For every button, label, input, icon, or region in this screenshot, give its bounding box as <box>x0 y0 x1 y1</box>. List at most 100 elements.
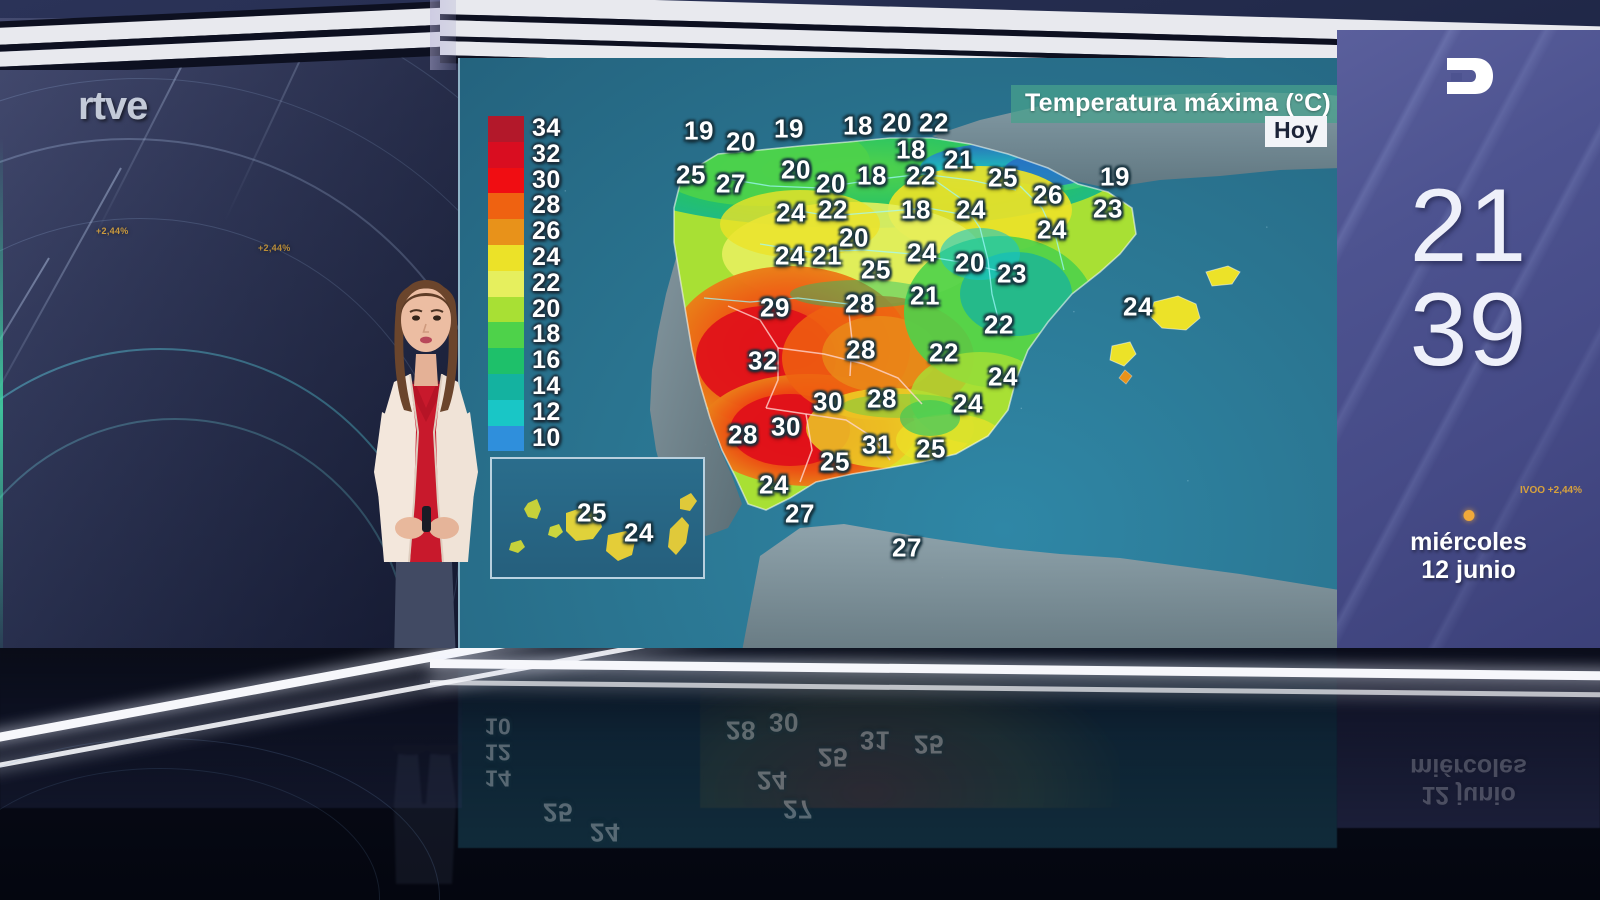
map-temperature-label: 20 <box>816 168 846 199</box>
presenter-eye <box>412 315 420 321</box>
map-balearic-islands <box>1109 265 1241 385</box>
map-temperature-label: 24 <box>759 469 789 500</box>
presenter-microphone <box>422 506 431 532</box>
island-la-palma <box>524 499 541 519</box>
map-temperature-label: 29 <box>760 292 790 323</box>
legend-label: 28 <box>532 191 561 220</box>
island-fuerteventura <box>668 517 689 555</box>
map-temperature-label: 27 <box>892 532 922 563</box>
legend-label: 16 <box>532 346 561 375</box>
island-el-hierro <box>509 540 525 553</box>
inset-temperature-label: 25 <box>577 497 607 528</box>
canary-islands-svg <box>509 493 697 561</box>
clock-info-panel: 21 39 IVOO +2,44% miércoles 12 junio <box>1337 30 1600 660</box>
map-north-africa-area <box>740 524 1337 662</box>
legend-label: 34 <box>532 114 561 142</box>
legend-label: 24 <box>532 242 561 271</box>
map-temperature-label: 25 <box>676 159 706 190</box>
legend-label: 22 <box>532 268 561 297</box>
presenter-eye <box>433 315 441 321</box>
map-temperature-label: 25 <box>820 446 850 477</box>
map-temperature-label: 20 <box>882 107 912 138</box>
legend-swatch <box>488 373 524 400</box>
legend-label: 26 <box>532 217 561 246</box>
map-temperature-label: 18 <box>857 160 887 191</box>
legend-swatch <box>488 399 524 426</box>
map-temperature-label: 19 <box>1100 161 1130 192</box>
wall-light-streak <box>224 57 302 222</box>
legend-swatch <box>488 322 524 349</box>
map-temperature-label: 23 <box>1093 193 1123 224</box>
island-gran-canaria <box>606 531 635 561</box>
legend-swatch <box>488 141 524 168</box>
legend-swatch <box>488 425 524 452</box>
map-temperature-label: 31 <box>862 429 892 460</box>
rtve-d-logo-icon <box>1441 54 1497 103</box>
canary-islands-inset[interactable]: 25 24 <box>490 457 705 579</box>
map-temperature-label: 20 <box>726 126 756 157</box>
map-river-borders <box>703 173 1065 327</box>
legend-swatch <box>488 116 524 142</box>
map-temperature-label: 28 <box>867 383 897 414</box>
presenter-arm-left <box>374 412 404 520</box>
map-temperature-label: 21 <box>944 144 974 175</box>
map-day-badge: Hoy <box>1265 116 1328 147</box>
map-temperature-label: 24 <box>907 237 937 268</box>
wall-green-edge-light <box>0 138 3 670</box>
weather-map-screen[interactable]: Temperatura máxima (°C) Hoy 34 32 30 28 26 24… <box>458 58 1337 662</box>
island-la-gomera <box>548 524 563 538</box>
legend-swatch <box>488 244 524 271</box>
map-temperature-label: 22 <box>929 337 959 368</box>
wall-light-streak <box>0 167 122 458</box>
map-temperature-label: 22 <box>919 107 949 138</box>
legend-swatch <box>488 348 524 374</box>
map-temperature-label: 21 <box>910 280 940 311</box>
map-region-borders <box>727 303 923 483</box>
map-temperature-label: 20 <box>955 247 985 278</box>
map-temperature-label: 24 <box>1123 291 1153 322</box>
wall-arc-decor-cyan <box>0 418 410 670</box>
orange-dot-icon <box>1463 510 1474 521</box>
map-temperature-label: 24 <box>956 194 986 225</box>
presenter-neck <box>414 354 438 386</box>
map-temperature-label: 27 <box>716 168 746 199</box>
legend-swatch <box>488 219 524 245</box>
island-lanzarote <box>680 493 697 511</box>
map-temperature-label: 18 <box>843 110 873 141</box>
legend-label: 14 <box>532 371 561 400</box>
inset-temperature-label: 24 <box>624 517 654 548</box>
map-temperature-label: 24 <box>953 388 983 419</box>
island-tenerife <box>566 507 602 541</box>
studio-floor: 28 30 31 25 25 24 27 25 24 10 12 14 12 j… <box>0 648 1600 900</box>
map-temperature-label: 21 <box>812 240 842 271</box>
map-temperature-label: 19 <box>684 115 714 146</box>
legend-label: 18 <box>532 320 561 349</box>
map-temperature-label: 24 <box>1037 214 1067 245</box>
map-temperature-label: 22 <box>984 309 1014 340</box>
clock-date: 12 junio <box>1421 556 1516 584</box>
map-temperature-label: 24 <box>988 361 1018 392</box>
legend-label: 20 <box>532 294 561 323</box>
map-temperature-label: 28 <box>728 419 758 450</box>
rtve-logo: rtve <box>78 84 148 128</box>
map-temperature-label: 22 <box>818 194 848 225</box>
map-temperature-label: 28 <box>846 334 876 365</box>
map-temperature-label: 23 <box>997 258 1027 289</box>
map-temperature-label: 24 <box>776 197 806 228</box>
clock-minutes: 39 <box>1409 272 1528 388</box>
map-temperature-label: 32 <box>748 345 778 376</box>
wall-light-streak <box>0 257 50 516</box>
wall-ticker-value: +2,44% <box>258 243 291 253</box>
map-temperature-label: 24 <box>775 240 805 271</box>
clock-weekday: miércoles <box>1410 528 1527 556</box>
map-temperature-label: 20 <box>781 154 811 185</box>
presenter-hand-left <box>395 517 425 539</box>
presenter-face <box>401 288 451 352</box>
map-temperature-label: 25 <box>916 433 946 464</box>
presenter-hand-right <box>429 517 459 539</box>
map-temperature-label: 25 <box>861 254 891 285</box>
panel-ticker-value: IVOO +2,44% <box>1520 485 1582 496</box>
map-temperature-label: 27 <box>785 498 815 529</box>
wall-ticker-value: +2,44% <box>96 226 129 236</box>
